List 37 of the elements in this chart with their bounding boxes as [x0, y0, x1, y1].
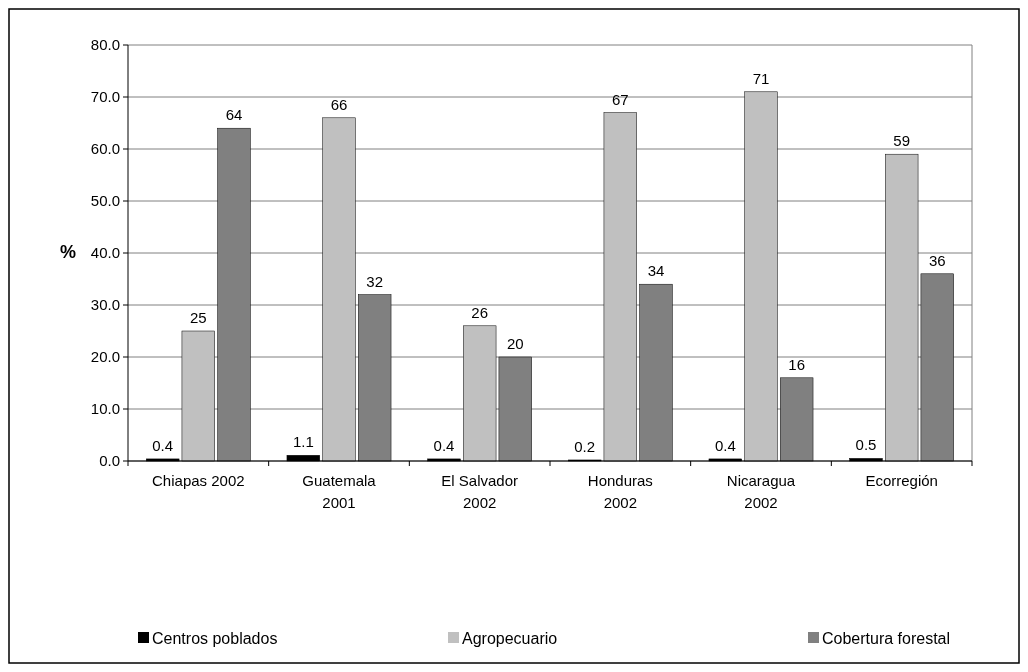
x-tick-label: Chiapas 2002: [152, 472, 245, 489]
x-tick-label: Ecorregión: [865, 472, 938, 489]
legend-label: Agropecuario: [462, 629, 558, 647]
data-label: 66: [330, 95, 348, 113]
y-tick-label: 20.0: [90, 348, 120, 366]
y-tick-label: 10.0: [90, 400, 120, 418]
y-tick-label: 70.0: [90, 88, 120, 106]
data-label: 0.2: [574, 437, 596, 455]
legend-label: Cobertura forestal: [822, 629, 951, 647]
data-label: 67: [611, 90, 629, 108]
data-label: 34: [647, 262, 665, 280]
data-label: 0.4: [152, 436, 174, 454]
data-label: 16: [788, 355, 805, 373]
data-label: 36: [928, 251, 946, 269]
data-label: 20: [506, 335, 524, 352]
data-label: 71: [752, 69, 770, 87]
data-label: 64: [225, 106, 243, 124]
x-tick-label: Nicaragua 2002: [726, 472, 796, 511]
y-axis-title: %: [59, 241, 77, 262]
y-tick-label: 40.0: [90, 244, 120, 262]
data-label: 1.1: [292, 433, 314, 451]
data-label: 0.4: [714, 436, 736, 454]
y-tick-label: 50.0: [90, 192, 120, 210]
x-tick-label: El Salvador 2002: [441, 472, 519, 511]
data-label: 0.5: [855, 436, 877, 454]
data-label: 25: [189, 309, 207, 326]
legend-label: Centros poblados: [152, 629, 278, 647]
y-tick-label: 30.0: [90, 296, 120, 314]
data-label: 26: [471, 303, 489, 321]
data-label: 32: [366, 272, 383, 290]
x-tick-label: Honduras 2002: [587, 472, 653, 511]
data-label: 0.4: [433, 436, 455, 454]
data-label: 59: [893, 132, 911, 150]
y-tick-label: 0.0: [99, 452, 120, 470]
x-tick-label: Guatemala 2001: [302, 472, 377, 511]
y-tick-label: 60.0: [90, 140, 120, 158]
y-tick-label: 80.0: [90, 36, 120, 54]
